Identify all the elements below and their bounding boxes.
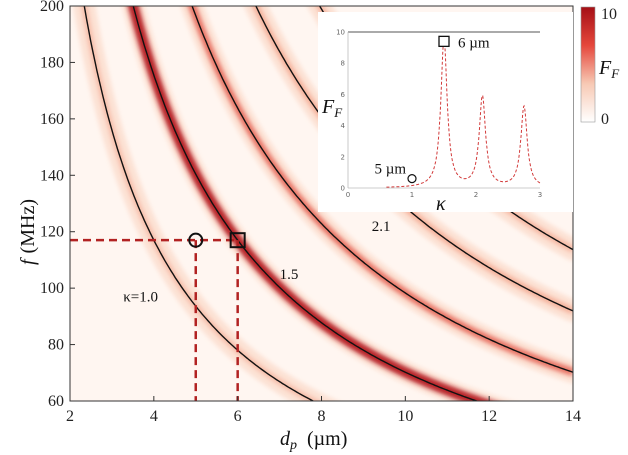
y-tick-label: 100 xyxy=(40,280,64,297)
colorbar-label: FF xyxy=(598,57,620,81)
inset-y-tick-label: 8 xyxy=(341,60,345,68)
x-tick-label: 12 xyxy=(481,408,497,425)
x-tick-label: 4 xyxy=(150,408,158,425)
inset-y-tick-label: 0 xyxy=(341,185,345,193)
markers xyxy=(188,232,246,249)
x-axis: 2 4 6 8 10 12 14 xyxy=(66,396,581,425)
y-tick-label: 120 xyxy=(40,224,64,241)
colorbar-max-label: 10 xyxy=(601,6,617,23)
marker-circle xyxy=(188,232,204,248)
x-tick-label: 10 xyxy=(397,408,413,425)
resonance-curve-line xyxy=(83,6,315,401)
x-tick-label: 6 xyxy=(234,408,242,425)
y-tick-label: 80 xyxy=(48,337,64,354)
colorbar-min-label: 0 xyxy=(601,111,609,128)
inset-x-tick-label: 3 xyxy=(538,191,542,199)
x-tick-label: 14 xyxy=(565,408,581,425)
inset-x-axis-label: κ xyxy=(436,193,446,215)
colorbar: 10 0 FF xyxy=(580,6,620,128)
y-tick-label: 60 xyxy=(48,393,64,410)
inset-y-tick-label: 10 xyxy=(336,29,345,37)
y-axis-label: f(MHz) xyxy=(17,199,39,265)
resonance-curve-line xyxy=(191,6,573,373)
inset-marker-label: 5 µm xyxy=(374,162,406,178)
inset-y-tick-label: 6 xyxy=(341,91,346,99)
y-tick-label: 160 xyxy=(40,111,64,128)
x-tick-label: 8 xyxy=(318,408,326,425)
y-axis: 60 80 100 120 140 160 180 200 xyxy=(40,0,75,410)
inset-x-tick-label: 2 xyxy=(474,191,478,199)
inset-spectrum-line xyxy=(386,38,541,188)
resonance-curve-line xyxy=(132,6,479,401)
inset-x-tick-label: 1 xyxy=(410,191,414,199)
inset-marker-circle xyxy=(407,174,417,184)
reference-lines xyxy=(70,238,239,401)
curve-label: κ=1.0 xyxy=(123,290,158,306)
y-tick-label: 180 xyxy=(40,54,64,71)
x-axis-label: dp (µm) xyxy=(280,428,347,453)
inset-marker-square xyxy=(438,35,450,48)
inset-y-tick-label: 2 xyxy=(341,153,345,161)
y-tick-label: 200 xyxy=(40,0,64,15)
x-tick-label: 2 xyxy=(66,408,74,425)
marker-square xyxy=(229,232,246,249)
inset-x-tick-label: 0 xyxy=(346,191,350,199)
curve-label: 2.1 xyxy=(372,219,391,235)
curve-labels: κ=1.0 1.5 2.1 xyxy=(123,219,390,306)
inset-marker-label: 6 µm xyxy=(458,35,490,51)
curve-label: 1.5 xyxy=(280,267,299,283)
y-tick-label: 140 xyxy=(40,167,64,184)
inset-y-tick-label: 4 xyxy=(341,122,346,130)
colorbar-scale xyxy=(580,6,596,123)
